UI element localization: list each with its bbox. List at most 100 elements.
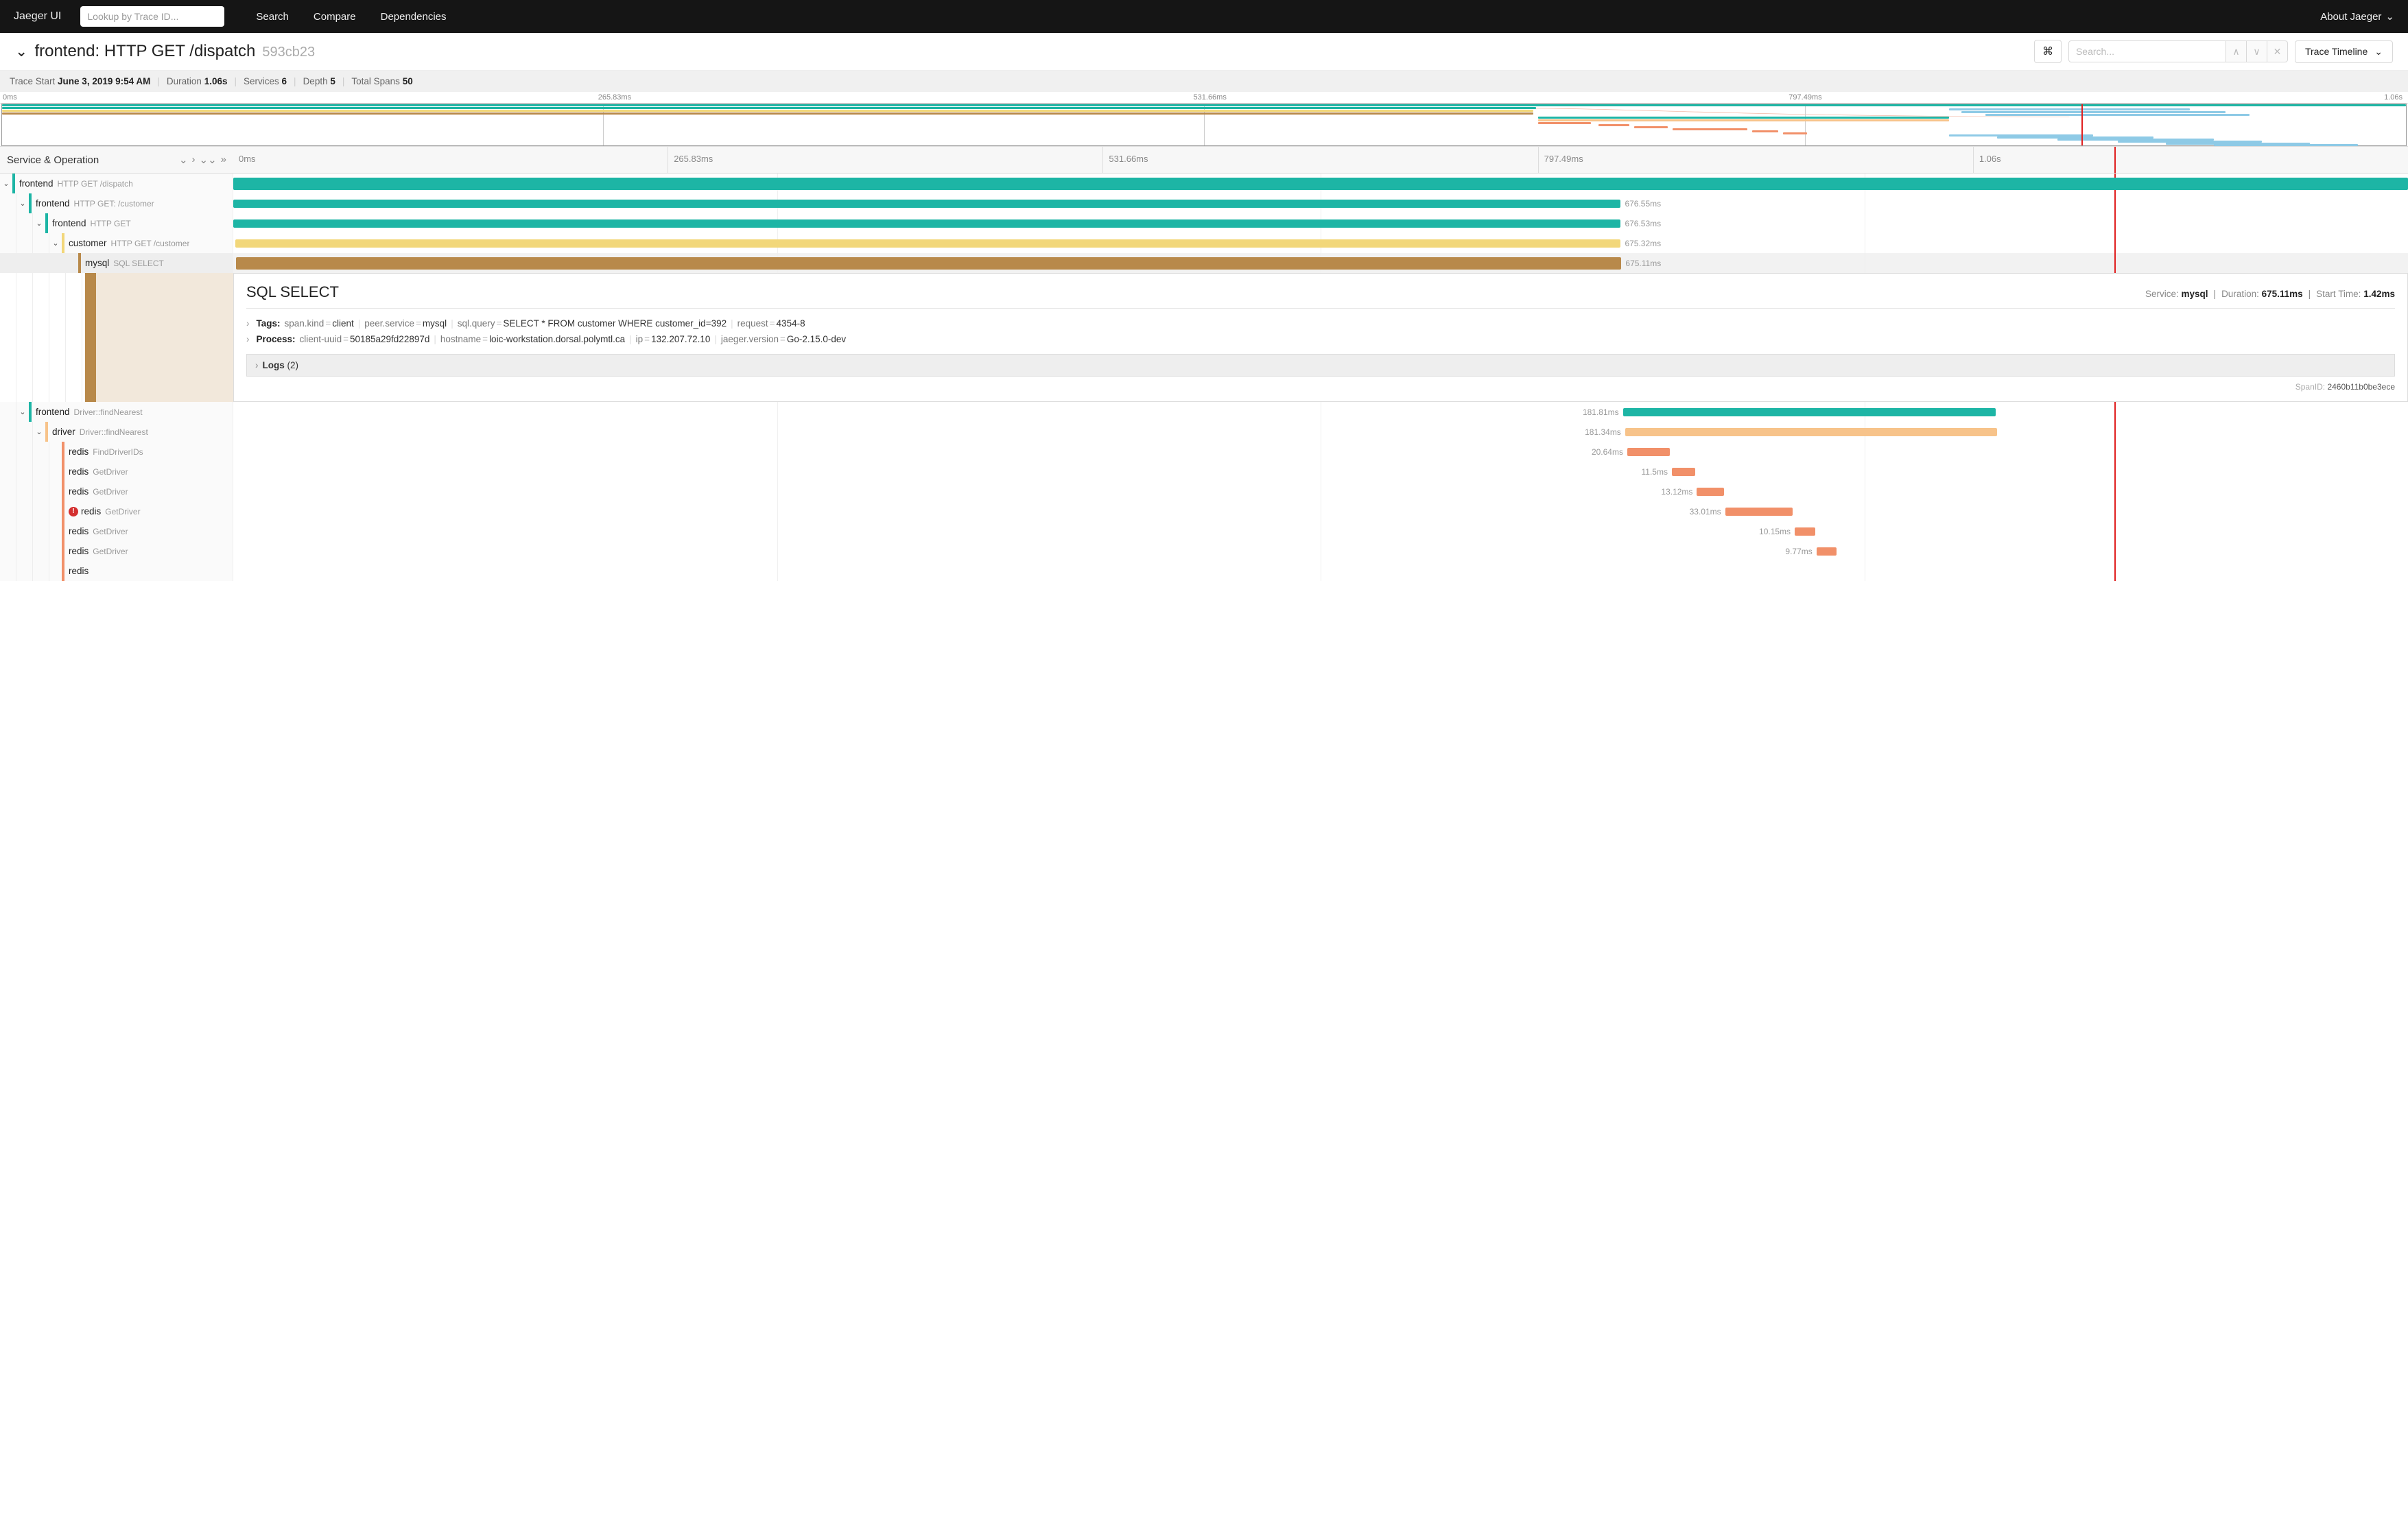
span-row[interactable]: ⌄customerHTTP GET /customer675.32ms <box>0 233 2408 253</box>
minimap-body[interactable] <box>1 104 2407 146</box>
span-bar[interactable] <box>233 219 1620 228</box>
span-bar[interactable] <box>1817 547 1837 556</box>
span-bar[interactable] <box>1672 468 1695 476</box>
nav-link-dependencies[interactable]: Dependencies <box>381 11 447 23</box>
caret-icon[interactable]: ⌄ <box>16 199 29 208</box>
span-row[interactable]: mysqlSQL SELECT675.11ms <box>0 253 2408 273</box>
minimap-bar <box>2 104 2406 106</box>
collapse-one-icon[interactable]: ⌄⌄ <box>200 154 217 166</box>
span-bar[interactable] <box>1623 408 1996 416</box>
span-row[interactable]: !redisGetDriver33.01ms <box>0 501 2408 521</box>
span-row[interactable]: redisGetDriver9.77ms <box>0 541 2408 561</box>
view-select[interactable]: Trace Timeline ⌄ <box>2295 40 2393 63</box>
span-row[interactable]: ⌄frontendHTTP GET676.53ms <box>0 213 2408 233</box>
top-nav: Jaeger UI Search Compare Dependencies Ab… <box>0 0 2408 33</box>
service-color-mark <box>62 442 64 462</box>
service-name: customer <box>69 238 107 248</box>
minimap-bar <box>1949 108 2189 110</box>
caret-icon[interactable]: ⌄ <box>0 179 12 188</box>
operation-name: Driver::findNearest <box>74 407 143 417</box>
span-bar-track: 20.64ms <box>233 442 2408 462</box>
nav-links: Search Compare Dependencies <box>256 11 446 23</box>
caret-icon[interactable]: ⌄ <box>33 219 45 228</box>
span-row[interactable]: redis GetDriver 10.15ms <box>0 521 2408 541</box>
collapse-trace-icon[interactable]: ⌄ <box>15 43 27 60</box>
service-color-mark <box>62 233 64 253</box>
trace-title: frontend: HTTP GET /dispatch 593cb23 <box>34 42 315 61</box>
operation-name: GetDriver <box>93 527 128 536</box>
span-row[interactable]: ⌄ frontend HTTP GET /dispatch <box>0 174 2408 193</box>
service-color-mark <box>29 193 32 213</box>
service-name: redis <box>69 486 88 497</box>
duration-label: 181.81ms <box>1583 407 1623 417</box>
span-bar[interactable] <box>1795 527 1815 536</box>
operation-name: SQL SELECT <box>113 259 164 268</box>
expand-one-icon[interactable]: › <box>192 154 196 166</box>
span-bar[interactable] <box>235 239 1620 248</box>
span-row[interactable]: redisGetDriver11.5ms <box>0 462 2408 481</box>
caret-icon[interactable]: ⌄ <box>16 407 29 416</box>
expand-all-icon[interactable]: » <box>221 154 226 166</box>
search-next-button[interactable]: ∨ <box>2247 40 2267 62</box>
span-row[interactable]: ⌄frontendHTTP GET: /customer676.55ms <box>0 193 2408 213</box>
caret-icon[interactable]: ⌄ <box>49 239 62 248</box>
span-bar[interactable] <box>1725 508 1793 516</box>
minimap-tick: 531.66ms <box>1194 93 1789 102</box>
span-bar-track: 33.01ms <box>233 501 2408 521</box>
detail-logs[interactable]: ›Logs (2) <box>246 354 2395 377</box>
search-clear-button[interactable]: ✕ <box>2267 40 2288 62</box>
summary-total-spans: Total Spans 50 <box>351 76 412 86</box>
operation-name: HTTP GET /dispatch <box>58 179 133 189</box>
span-bar-track: 13.12ms <box>233 481 2408 501</box>
span-bar[interactable] <box>1627 448 1670 456</box>
duration-label: 9.77ms <box>1785 547 1816 556</box>
span-bar[interactable] <box>233 178 2408 190</box>
detail-process[interactable]: ›Process:client-uuid=50185a29fd22897d|ho… <box>246 331 2395 347</box>
service-name: frontend <box>19 178 54 189</box>
detail-tags[interactable]: ›Tags:span.kind=client|peer.service=mysq… <box>246 316 2395 331</box>
caret-icon[interactable]: ⌄ <box>33 427 45 436</box>
span-row[interactable]: redisFindDriverIDs20.64ms <box>0 442 2408 462</box>
chevron-right-icon: › <box>246 318 250 329</box>
span-row[interactable]: ⌄driverDriver::findNearest181.34ms <box>0 422 2408 442</box>
service-color-mark <box>62 521 64 541</box>
span-row[interactable]: redis <box>0 561 2408 581</box>
ruler-tick: 531.66ms <box>1102 147 1537 173</box>
span-bar[interactable] <box>1625 428 1997 436</box>
duration-label: 181.34ms <box>1585 427 1625 437</box>
minimap-bar <box>1538 119 1949 121</box>
operation-name: GetDriver <box>105 507 140 516</box>
minimap-bar <box>1598 124 1630 126</box>
span-bar[interactable] <box>1697 488 1723 496</box>
service-color-mark <box>62 541 64 561</box>
minimap-ticks: 0ms265.83ms531.66ms797.49ms1.06s <box>0 92 2408 104</box>
collapse-all-icon[interactable]: ⌄ <box>179 154 188 166</box>
trace-lookup-input[interactable] <box>80 6 224 27</box>
minimap-bar <box>2 107 1536 109</box>
nav-link-search[interactable]: Search <box>256 11 289 23</box>
span-bar[interactable] <box>233 200 1620 208</box>
span-row[interactable]: redisGetDriver13.12ms <box>0 481 2408 501</box>
minimap[interactable]: 0ms265.83ms531.66ms797.49ms1.06s <box>0 92 2408 146</box>
span-row[interactable]: ⌄frontendDriver::findNearest181.81ms <box>0 402 2408 422</box>
span-bar-track: 10.15ms <box>233 521 2408 541</box>
service-color-mark <box>12 174 15 193</box>
keyboard-shortcuts-button[interactable]: ⌘ <box>2034 40 2062 63</box>
minimap-tick: 0ms <box>3 93 598 102</box>
span-bar[interactable] <box>236 257 1621 270</box>
service-name: redis <box>69 546 88 556</box>
ops-controls: ⌄ › ⌄⌄ » <box>179 154 226 166</box>
summary-depth: Depth 5 <box>303 76 335 86</box>
service-color-mark <box>45 422 48 442</box>
ruler-tick: 265.83ms <box>668 147 1102 173</box>
span-bar-track: 675.11ms <box>233 253 2408 273</box>
search-input[interactable] <box>2068 40 2226 62</box>
brand[interactable]: Jaeger UI <box>14 10 61 23</box>
duration-label: 676.55ms <box>1620 199 1661 209</box>
service-color-mark <box>62 501 64 521</box>
nav-link-compare[interactable]: Compare <box>314 11 356 23</box>
service-name: redis <box>69 526 88 536</box>
about-menu[interactable]: About Jaeger ⌄ <box>2320 10 2394 23</box>
duration-label: 13.12ms <box>1661 487 1697 497</box>
search-prev-button[interactable]: ∧ <box>2226 40 2247 62</box>
